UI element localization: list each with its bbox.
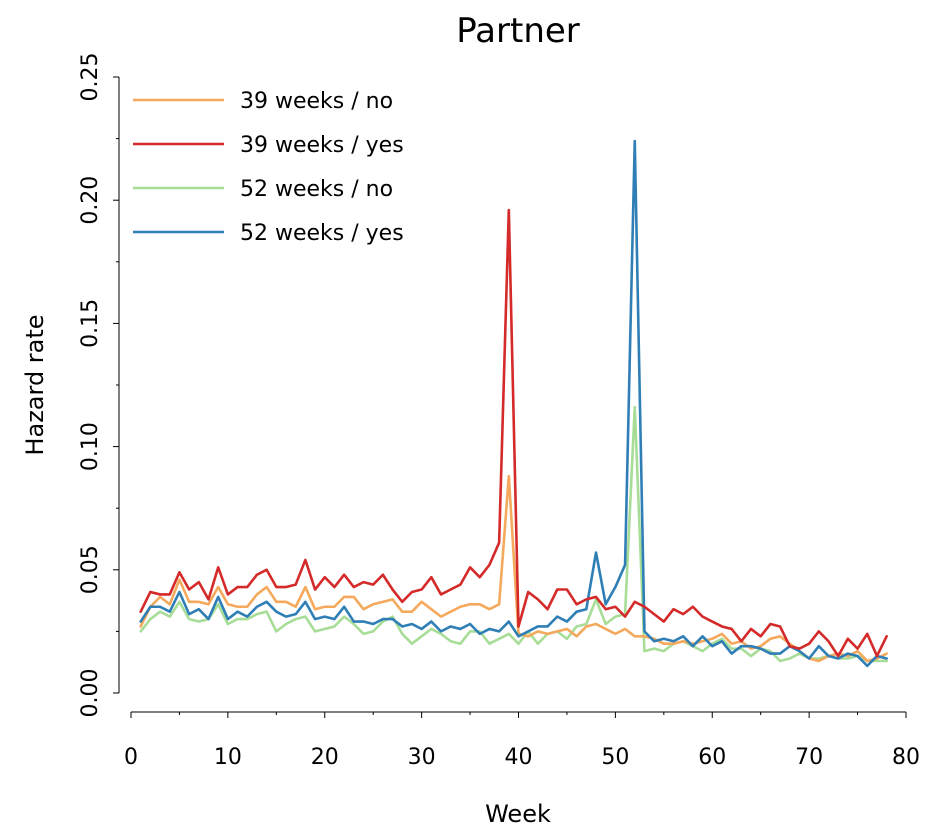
x-tick-label: 10 [214,745,242,770]
chart-title: Partner [456,11,580,51]
series-line-3 [139,139,888,668]
x-tick-label: 50 [601,745,629,770]
y-axis-title: Hazard rate [21,314,49,455]
plot-lines [139,139,888,668]
legend-label: 52 weeks / no [240,177,393,202]
series-line-1 [139,208,888,658]
y-tick-label: 0.25 [78,53,103,102]
y-tick-label: 0.10 [78,422,103,471]
y-tick-label: 0.00 [78,669,103,718]
axes: 0 10 20 30 40 50 60 70 80 0.000.050.100.150.200.… [78,53,920,770]
legend-label: 39 weeks / yes [240,133,404,158]
x-tick-label: 70 [795,745,823,770]
y-ticks: 0.00 0.05 0.10 0.15 0.20 0.25 [78,53,119,718]
legend: 39 weeks / no 39 weeks / yes 52 weeks / no… [133,89,404,246]
y-tick-label: 0.15 [78,299,103,348]
x-tick-label: 0 [124,745,138,770]
x-tick-label: 60 [698,745,726,770]
x-axis-title: Week [485,800,551,828]
x-ticks: 0 10 20 30 40 50 60 70 80 [124,712,920,770]
x-tick-label: 40 [505,745,533,770]
legend-label: 52 weeks / yes [240,221,404,246]
y-tick-label: 0.05 [78,545,103,594]
x-tick-label: 30 [408,745,436,770]
y-tick-label: 0.20 [78,176,103,225]
legend-label: 39 weeks / no [240,89,393,114]
x-tick-label: 20 [311,745,339,770]
x-tick-label: 80 [892,745,920,770]
series-line-0 [139,474,888,663]
